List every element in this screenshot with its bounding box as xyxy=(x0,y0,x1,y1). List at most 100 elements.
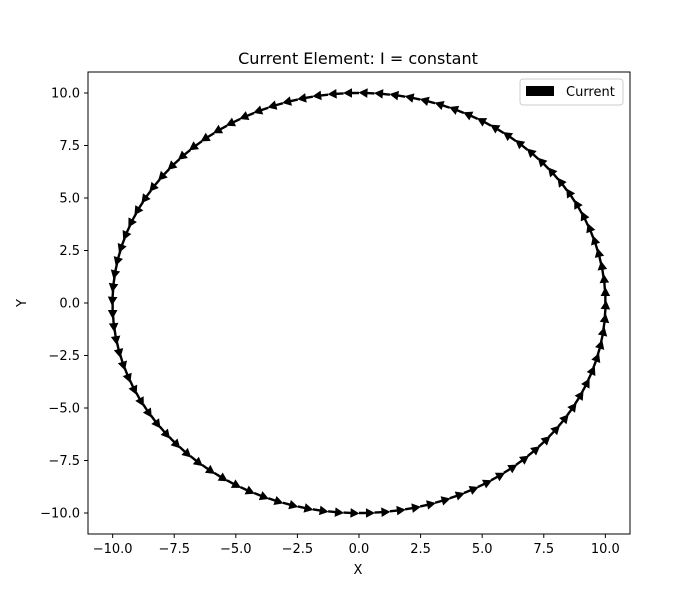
chart-title: Current Element: I = constant xyxy=(238,49,478,68)
x-tick-label: 0.0 xyxy=(349,542,370,557)
current-arrow xyxy=(599,273,610,290)
current-arrow xyxy=(374,507,391,517)
current-arrow xyxy=(167,158,181,170)
current-arrow xyxy=(420,500,436,510)
x-tick-label: 10.0 xyxy=(591,542,620,557)
y-tick-label: −7.5 xyxy=(48,454,80,469)
y-tick-label: 2.5 xyxy=(59,244,80,259)
current-arrow xyxy=(566,188,576,203)
current-arrow xyxy=(117,237,127,254)
current-arrow xyxy=(225,117,241,127)
current-arrow xyxy=(158,168,171,181)
current-arrow xyxy=(502,131,517,143)
x-tick-label: −10.0 xyxy=(93,542,133,557)
x-tick-label: −7.5 xyxy=(158,542,190,557)
x-tick-label: 7.5 xyxy=(533,542,554,557)
current-arrow xyxy=(297,93,314,103)
current-arrow xyxy=(600,300,611,317)
current-arrow xyxy=(463,111,479,121)
current-arrow xyxy=(212,124,228,134)
current-arrow xyxy=(358,88,375,98)
current-arrow xyxy=(389,505,406,516)
current-arrow xyxy=(599,313,610,330)
current-arrow xyxy=(108,316,119,333)
current-arrow xyxy=(188,140,203,151)
current-arrow xyxy=(490,124,505,135)
current-arrow xyxy=(594,248,605,264)
current-arrow xyxy=(389,90,406,101)
current-arrow xyxy=(574,199,583,215)
current-arrow xyxy=(343,508,360,518)
legend-label-current: Current xyxy=(566,85,615,100)
current-arrow xyxy=(490,472,506,482)
legend: Current xyxy=(519,78,624,106)
current-arrow xyxy=(117,354,127,371)
current-arrow xyxy=(359,508,375,518)
current-arrow xyxy=(566,402,577,417)
y-axis-ticks: −10.0 −7.5 −5.0 −2.5 0.0 2.5 5.0 7.5 10.0 xyxy=(40,87,88,522)
current-arrow xyxy=(282,499,299,510)
y-tick-label: 5.0 xyxy=(59,192,80,207)
current-arrow xyxy=(134,201,145,216)
y-tick-label: −10.0 xyxy=(40,507,80,522)
current-arrow xyxy=(150,414,161,429)
current-arrow xyxy=(312,90,329,101)
current-arrow xyxy=(107,303,118,319)
current-arrow xyxy=(110,263,121,280)
current-arrow xyxy=(404,93,421,103)
current-arrow xyxy=(177,148,192,160)
current-arrow xyxy=(327,507,345,517)
current-arrow xyxy=(178,445,192,458)
current-arrow xyxy=(135,391,144,407)
y-tick-label: 0.0 xyxy=(59,297,80,312)
current-arrow xyxy=(573,390,584,405)
current-arrow xyxy=(526,446,541,458)
current-arrow xyxy=(128,379,138,395)
current-arrow xyxy=(600,287,611,303)
current-arrow xyxy=(110,329,121,346)
current-arrow xyxy=(122,225,132,241)
current-arrow xyxy=(201,463,216,475)
current-arrow xyxy=(128,213,138,228)
current-arrow xyxy=(312,505,329,516)
current-arrow xyxy=(297,503,314,513)
current-arrow xyxy=(597,326,608,343)
y-tick-label: 10.0 xyxy=(51,87,80,102)
current-arrow xyxy=(141,189,152,204)
current-arrow xyxy=(557,177,568,192)
current-arrow xyxy=(547,425,560,438)
current-arrow xyxy=(515,455,530,466)
current-arrow xyxy=(267,495,284,506)
current-arrow xyxy=(476,118,492,127)
current-arrow xyxy=(226,479,242,488)
current-arrow xyxy=(107,289,118,306)
current-arrow xyxy=(168,436,181,449)
current-arrow xyxy=(591,352,601,369)
current-arrow xyxy=(404,503,421,513)
current-arrow xyxy=(537,436,551,448)
current-arrow xyxy=(158,425,171,439)
current-arrow xyxy=(449,105,465,115)
current-arrow xyxy=(434,496,451,506)
current-arrow xyxy=(282,96,298,106)
x-tick-label: −5.0 xyxy=(220,542,252,557)
y-tick-label: −5.0 xyxy=(48,402,80,417)
x-tick-label: −2.5 xyxy=(282,542,314,557)
current-arrow xyxy=(595,339,605,356)
current-arrow xyxy=(557,414,569,428)
current-arrow xyxy=(239,485,255,495)
current-arrow xyxy=(526,148,540,161)
legend-box xyxy=(519,78,624,106)
current-arrow xyxy=(213,471,228,482)
x-axis-ticks: −10.0 −7.5 −5.0 −2.5 0.0 2.5 5.0 7.5 10.0 xyxy=(93,534,620,557)
y-tick-label: −2.5 xyxy=(48,349,80,364)
current-arrow xyxy=(189,455,203,467)
current-arrow xyxy=(547,167,560,181)
current-arrow xyxy=(503,464,518,474)
current-arrow xyxy=(200,132,215,142)
current-arrow xyxy=(586,365,596,381)
current-arrow xyxy=(591,235,601,252)
x-tick-label: 5.0 xyxy=(472,542,493,557)
current-arrow xyxy=(477,479,493,489)
